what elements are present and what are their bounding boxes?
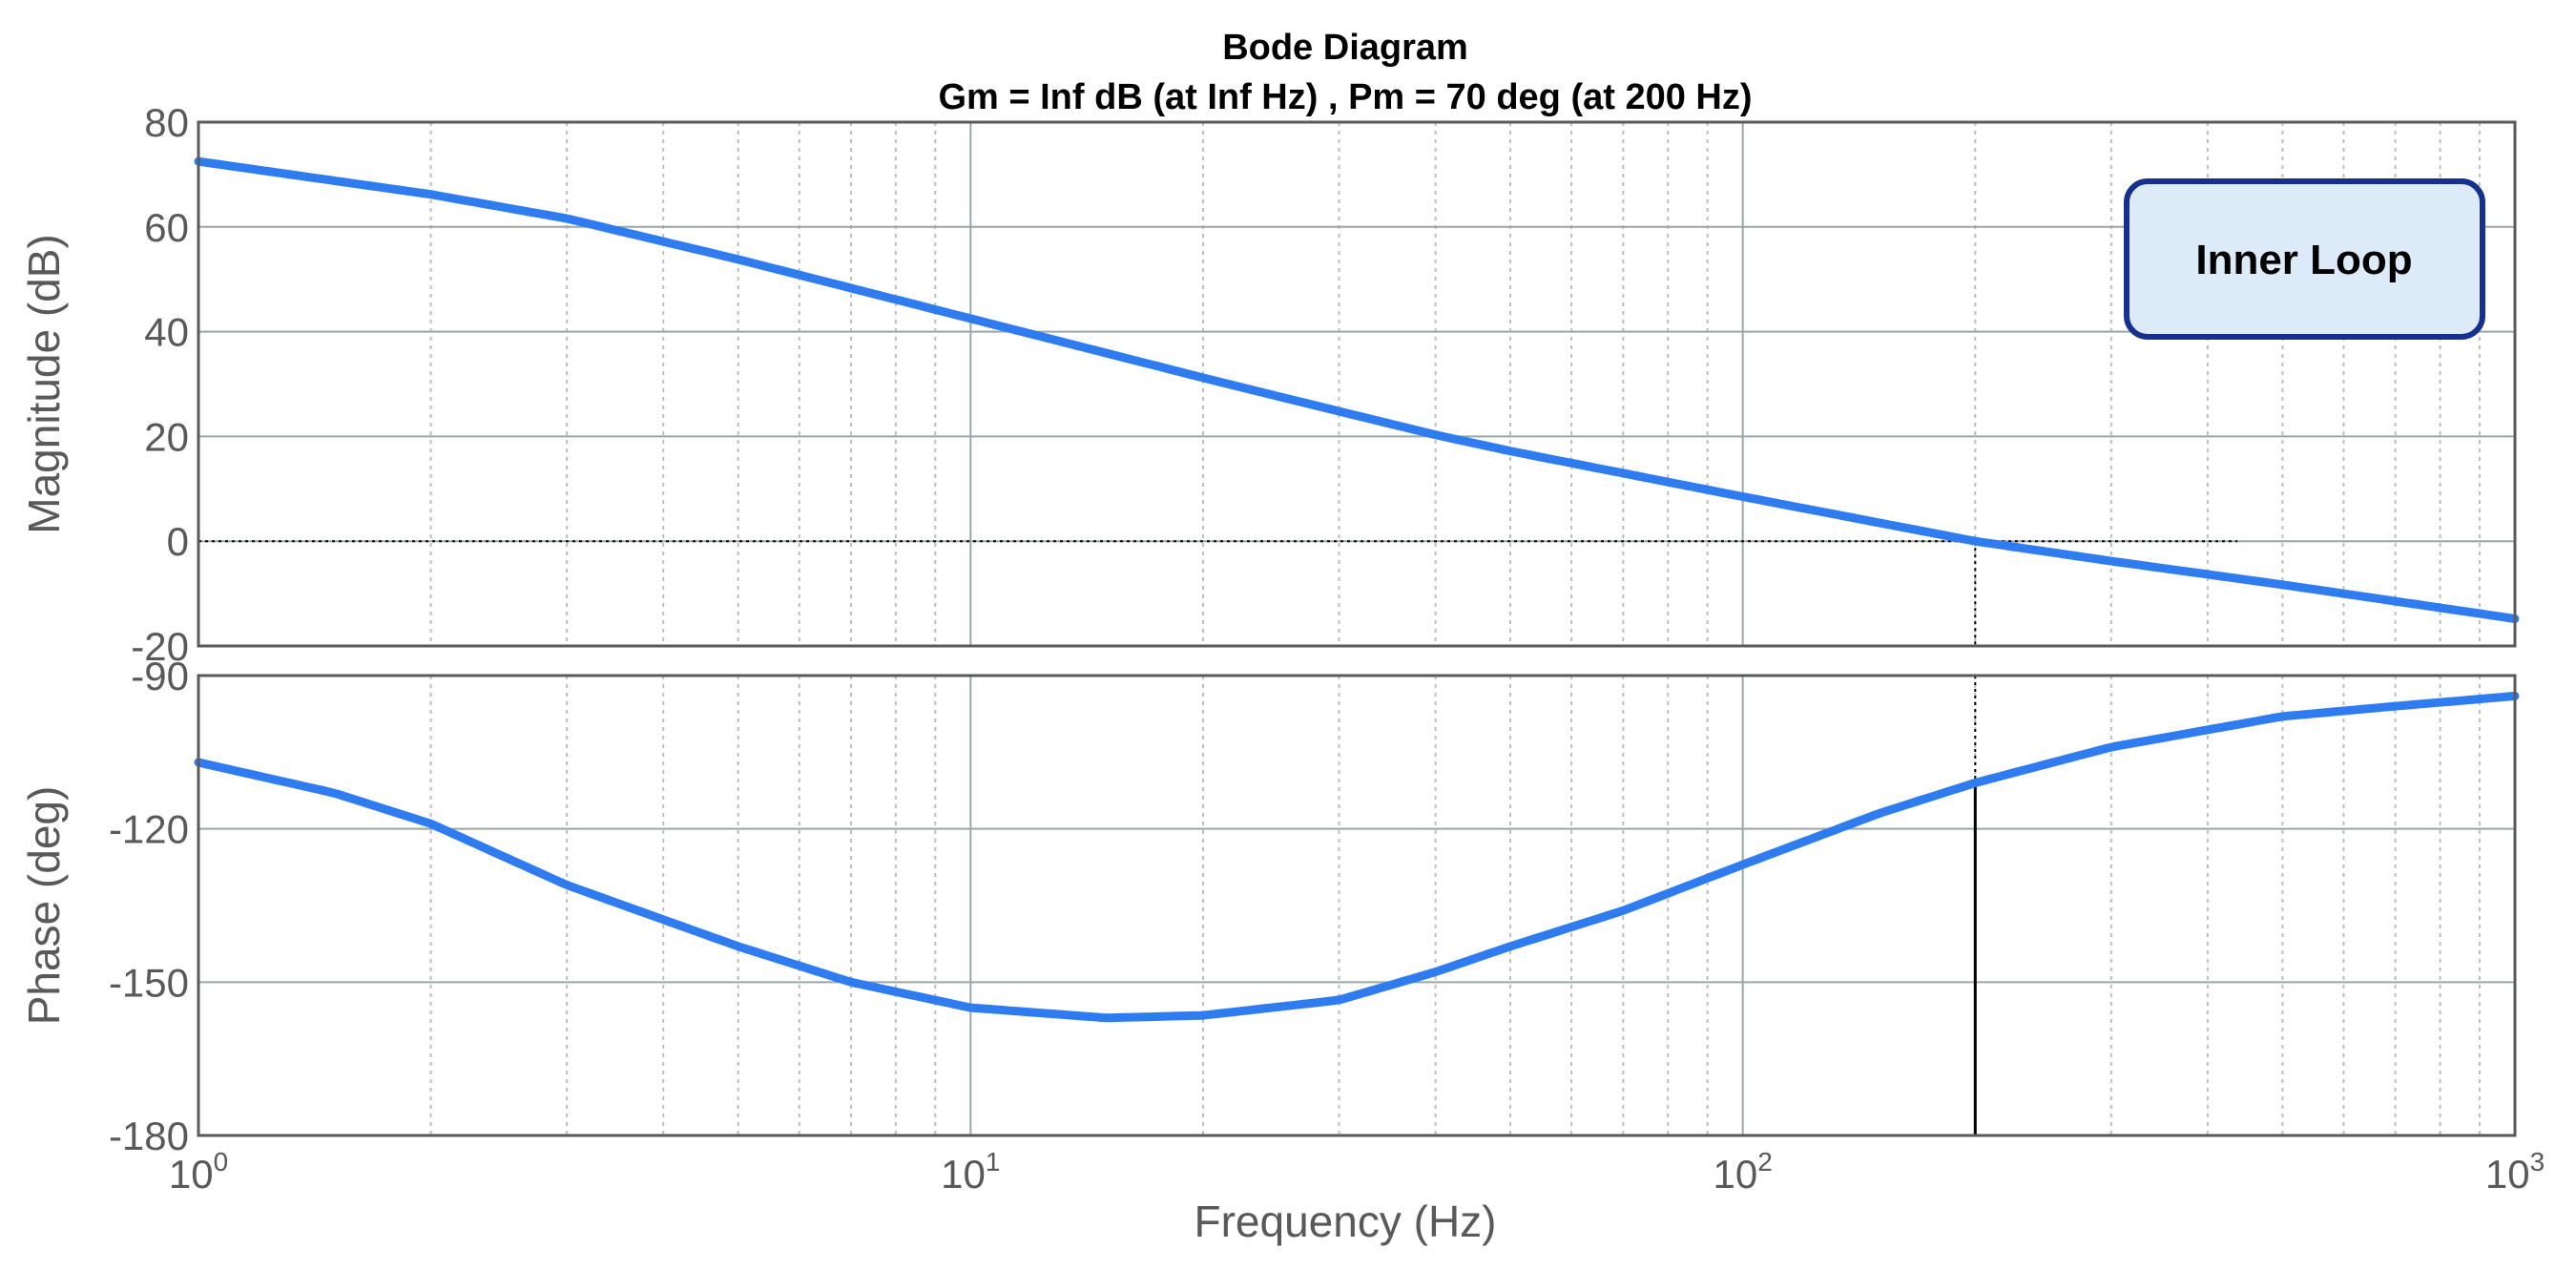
x-tick-exponent: 3 — [2530, 1147, 2545, 1176]
x-tick-label: 101 — [941, 1147, 1000, 1197]
phase-y-tick-label: -180 — [109, 1114, 189, 1158]
x-tick-label: 102 — [1714, 1147, 1773, 1197]
x-tick-label: 103 — [2485, 1147, 2545, 1197]
x-tick-base: 10 — [169, 1152, 214, 1197]
phase-series-line — [194, 691, 2520, 1023]
magnitude-y-tick-label: -20 — [131, 624, 189, 669]
phase-y-tick-label: -90 — [131, 654, 189, 698]
magnitude-axes-frame — [197, 120, 2517, 648]
x-tick-label: 100 — [169, 1147, 228, 1197]
legend-label: Inner Loop — [2195, 237, 2412, 283]
phase-axes-frame — [197, 674, 2517, 1137]
frequency-axis-label: Frequency (Hz) — [1195, 1197, 1497, 1246]
x-tick-labels: 100 101 102 103 — [169, 1147, 2545, 1197]
chart-title: Bode Diagram — [1222, 28, 1468, 68]
x-tick-exponent: 0 — [214, 1147, 229, 1176]
x-tick-exponent: 1 — [986, 1147, 1001, 1176]
phase-y-tick-label: -150 — [109, 960, 189, 1005]
legend-box: Inner Loop — [2124, 178, 2485, 340]
magnitude-y-tick-label: 60 — [144, 205, 189, 250]
magnitude-axis-label: Magnitude (dB) — [19, 234, 69, 534]
phase-axis-label: Phase (deg) — [19, 786, 69, 1026]
phase-y-tick-label: -120 — [109, 807, 189, 852]
magnitude-series-line — [194, 156, 2520, 623]
legend-frame — [2124, 178, 2485, 340]
magnitude-y-tick-label: 80 — [144, 100, 189, 145]
phase-panel: -90 -120 -150 -180 — [109, 654, 2520, 1158]
x-tick-exponent: 2 — [1757, 1147, 1773, 1176]
x-tick-base: 10 — [941, 1152, 986, 1197]
magnitude-y-tick-label: 0 — [167, 519, 189, 564]
magnitude-y-tick-label: 20 — [144, 414, 189, 459]
magnitude-y-tick-label: 40 — [144, 310, 189, 355]
x-tick-base: 10 — [1714, 1152, 1758, 1197]
chart-subtitle: Gm = Inf dB (at Inf Hz) , Pm = 70 deg (a… — [938, 77, 1752, 117]
x-tick-base: 10 — [2485, 1152, 2530, 1197]
